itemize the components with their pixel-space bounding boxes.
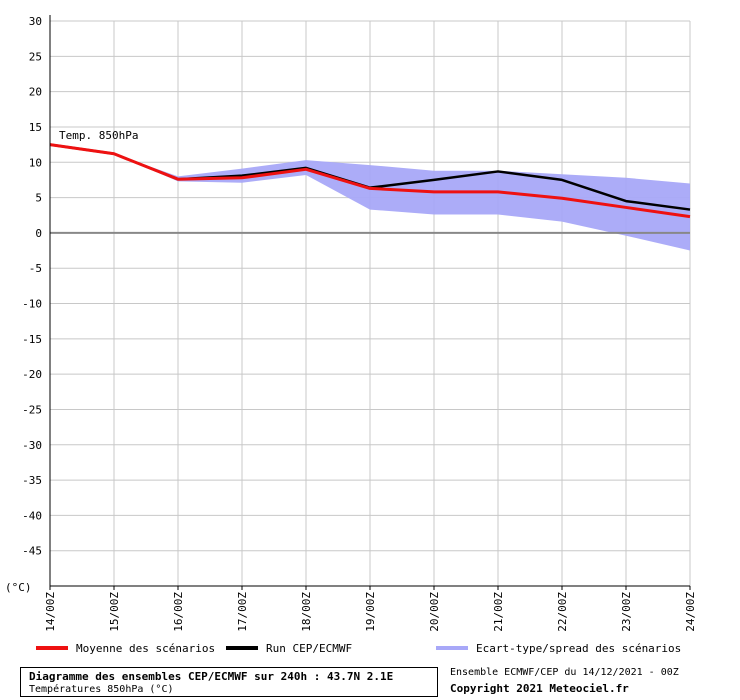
y-tick-label: 10 [29, 156, 42, 169]
series-lines [49, 143, 691, 219]
legend: Moyenne des scénarios Run CEP/ECMWF Ecar… [0, 640, 740, 656]
x-tick-label: 14/00Z [44, 592, 57, 632]
mean-series-line [49, 143, 691, 219]
x-tick-label: 18/00Z [300, 592, 313, 632]
legend-label-spread: Ecart-type/spread des scénarios [476, 641, 682, 655]
x-tick-label: 24/00Z [684, 592, 697, 632]
y-tick-label: 20 [29, 86, 42, 99]
y-tick-label: -5 [29, 262, 42, 275]
y-tick-label: -15 [22, 333, 42, 346]
x-tick-label: 17/00Z [236, 592, 249, 632]
ensemble-run-label: Ensemble ECMWF/CEP du 14/12/2021 - 00Z [450, 667, 679, 678]
x-tick-label: 23/00Z [620, 592, 633, 632]
y-tick-label: -35 [22, 474, 42, 487]
y-tick-label: -45 [22, 545, 42, 558]
grid [49, 20, 691, 586]
x-tick-label: 21/00Z [492, 592, 505, 632]
y-tick-label: 30 [29, 15, 42, 28]
y-tick-label: -30 [22, 439, 42, 452]
legend-swatch-spread [436, 646, 468, 650]
chart-title: Diagramme des ensembles CEP/ECMWF sur 24… [29, 670, 394, 683]
axes: 30 25 20 15 10 5 0 -5 -10 -15 -20 -25 -30 -35 -40 -45 14… [22, 15, 697, 632]
chart-info-box: Diagramme des ensembles CEP/ECMWF sur 24… [20, 667, 438, 697]
y-tick-label: 0 [35, 227, 42, 240]
spread-band-area [50, 144, 690, 251]
copyright-label: Copyright 2021 Meteociel.fr [450, 682, 629, 695]
legend-item-mean: Moyenne des scénarios [36, 640, 215, 656]
x-tick-label: 20/00Z [428, 592, 441, 632]
y-tick-label: -20 [22, 368, 42, 381]
ensemble-chart: 30 25 20 15 10 5 0 -5 -10 -15 -20 -25 -30 -35 -40 -45 14… [5, 15, 697, 632]
legend-label-mean: Moyenne des scénarios [76, 641, 216, 655]
x-tick-label: 19/00Z [364, 592, 377, 632]
x-tick-label: 16/00Z [172, 592, 185, 632]
y-axis-unit-label: (°C) [5, 581, 32, 594]
legend-label-run: Run CEP/ECMWF [266, 641, 353, 655]
spread-band [50, 144, 690, 251]
x-tick-label: 15/00Z [108, 592, 121, 632]
legend-swatch-mean [36, 646, 68, 650]
legend-swatch-run [226, 646, 258, 650]
y-tick-label: 25 [29, 50, 42, 63]
legend-item-run: Run CEP/ECMWF [226, 640, 352, 656]
y-tick-label: 5 [35, 192, 42, 205]
run-info: Ensemble ECMWF/CEP du 14/12/2021 - 00Z C… [450, 666, 679, 698]
chart-subtitle: Températures 850hPa (°C) [29, 684, 174, 695]
series-annotation: Temp. 850hPa [59, 129, 138, 142]
y-tick-label: -40 [22, 509, 42, 522]
x-tick-label: 22/00Z [556, 592, 569, 632]
y-tick-label: -10 [22, 298, 42, 311]
y-tick-label: 15 [29, 121, 42, 134]
y-tick-label: -25 [22, 403, 42, 416]
legend-item-spread: Ecart-type/spread des scénarios [436, 640, 681, 656]
